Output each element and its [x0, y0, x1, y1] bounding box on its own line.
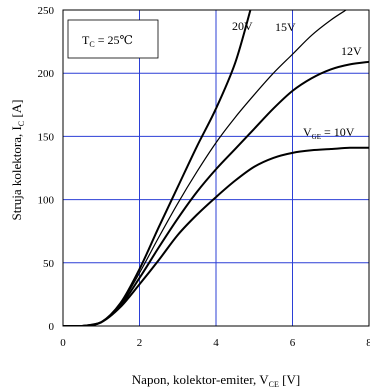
legend-box-sub: C: [89, 40, 94, 49]
series-label-10v-v: V: [303, 125, 312, 139]
chart-grid: [63, 10, 369, 326]
series-line-1: [82, 10, 347, 326]
y-tick-label-1: 50: [43, 258, 55, 270]
y-axis-label-text: Struja kolektora, I: [9, 126, 24, 220]
x-tick-label-3: 6: [290, 337, 296, 349]
x-tick-label-0: 0: [60, 337, 66, 349]
y-tick-label-4: 200: [38, 68, 55, 80]
x-tick-label-4: 8: [366, 337, 370, 349]
y-tick-label-3: 150: [38, 131, 55, 143]
series-label-12v: 12V: [341, 44, 362, 58]
y-axis-label-unit: [A]: [9, 100, 24, 121]
x-tick-label-1: 2: [137, 337, 143, 349]
series-label-10v-rest: = 10V: [321, 125, 355, 139]
legend-box: TC = 25℃: [67, 19, 159, 59]
y-tick-label-5: 250: [38, 5, 55, 17]
plot-frame: [62, 9, 370, 327]
series-label-15v: 15V: [275, 20, 296, 34]
x-axis-label-sub: CE: [269, 380, 279, 389]
x-axis-label-unit: [V]: [279, 372, 300, 387]
tick-labels: 0 2 4 6 8 0 50 100 150 200 250: [38, 5, 370, 349]
series-line-2: [81, 60, 369, 326]
legend-box-label: T: [82, 33, 90, 47]
series-label-10v: VGE = 10V: [303, 125, 355, 141]
series-label-20v: 20V: [232, 19, 253, 33]
y-tick-label-0: 0: [49, 321, 55, 333]
x-tick-label-2: 4: [213, 337, 219, 349]
series-label-10v-sub: GE: [312, 133, 321, 141]
series-line-3: [81, 146, 369, 326]
svg-text:TC = 25℃: TC = 25℃: [82, 33, 133, 49]
y-tick-label-2: 100: [38, 195, 55, 207]
legend-box-value: = 25℃: [95, 33, 133, 47]
y-axis-label: Struja kolektora, IC [A]: [9, 100, 26, 221]
x-axis-label-text: Napon, kolektor-emiter, V: [132, 372, 269, 387]
chart-series: [63, 10, 369, 326]
y-axis-label-sub: C: [17, 121, 26, 126]
x-axis-label: Napon, kolektor-emiter, VCE [V]: [132, 372, 300, 389]
